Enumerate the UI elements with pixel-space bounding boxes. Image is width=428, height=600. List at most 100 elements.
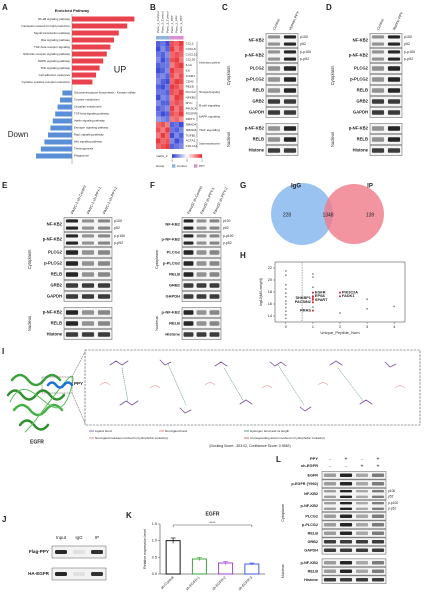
heat-cell (179, 57, 184, 63)
heat-cell (169, 41, 175, 47)
panel-label: L (276, 455, 281, 464)
group-label: B-cell signaling (199, 103, 221, 107)
heat-cell (156, 73, 161, 79)
blot-frame (369, 74, 403, 85)
heat-cell (156, 78, 161, 85)
band (371, 57, 385, 61)
heat-cell (169, 62, 175, 68)
band (196, 234, 207, 238)
gene-label: SMAD3 (186, 128, 197, 132)
band (283, 50, 297, 54)
pathway-name: Estrogen signaling pathway (74, 126, 109, 130)
heat-cell (156, 57, 161, 63)
heat-cell (160, 51, 166, 58)
band (196, 219, 207, 223)
bar (55, 111, 72, 117)
band (371, 110, 385, 115)
panel-label: E (2, 181, 8, 190)
band (209, 241, 220, 245)
band (371, 35, 385, 39)
heat-cell (174, 95, 179, 101)
band (355, 495, 369, 499)
point (284, 292, 287, 295)
legend-label: Non-ligand bond (165, 429, 187, 433)
band (73, 572, 85, 576)
heat-cell (169, 100, 175, 106)
band (91, 572, 103, 576)
heat-cell (179, 138, 184, 144)
pathway-name: Rap1 signaling pathway (74, 133, 104, 137)
protein-label: RELB (357, 88, 368, 93)
band (323, 473, 337, 477)
heat-cell (169, 95, 175, 101)
heat-cell (165, 78, 170, 85)
blot-frame (63, 307, 113, 318)
heat-cell (169, 57, 175, 63)
blot-frame (321, 520, 387, 529)
gene-label: RELB (186, 85, 194, 89)
protein-label: Histone (304, 578, 318, 582)
venn-set (271, 183, 333, 245)
heat-cell (179, 89, 184, 95)
protein-label: RELB (51, 321, 62, 326)
group-label: MAPK signaling (199, 114, 221, 118)
heat-cell (165, 51, 170, 58)
lane-label: Human PPY (288, 10, 300, 31)
lane-label: Input (56, 535, 67, 540)
band (323, 578, 337, 582)
protein-label: PLCG2 (167, 250, 181, 255)
band (267, 35, 281, 39)
heat-cell (160, 105, 166, 112)
x-tick-label: sh-EGFR-1 (185, 576, 201, 592)
blot-frame (265, 123, 299, 134)
band (387, 77, 401, 82)
legend-tick-label: 0 (186, 159, 188, 163)
band (387, 110, 401, 115)
band (339, 523, 353, 527)
band (267, 110, 281, 115)
point-label: EGFR (315, 291, 326, 295)
heat-cell (169, 116, 175, 122)
set-label: IgG (291, 184, 301, 190)
heat-cell (169, 78, 175, 85)
pathway-name: Apelin signaling pathway (74, 119, 105, 123)
column-label: Panc_2_Control (161, 11, 165, 33)
venn-set (324, 184, 384, 244)
blot-frame (265, 107, 299, 118)
band (355, 482, 369, 486)
heat-cell (169, 127, 175, 133)
protein-label: PLCG2 (354, 66, 369, 71)
band (81, 241, 95, 245)
lane-label: IgG (75, 535, 83, 540)
condition-value: - (329, 463, 331, 469)
band (97, 250, 111, 255)
protein-label: p-NF-KB2 (245, 126, 265, 131)
band (371, 126, 385, 131)
highlight-point (311, 309, 314, 312)
legend-label: Control (177, 164, 187, 168)
band (196, 321, 207, 326)
highlight-point (311, 297, 314, 299)
heat-cell (165, 127, 170, 133)
protein-label: GAPDH (47, 294, 62, 299)
highlight-point (311, 291, 314, 294)
heat-cell (179, 105, 184, 112)
blot-frame (369, 134, 403, 145)
condition-value: - (361, 456, 363, 462)
heat-cell (165, 116, 170, 122)
legend-label: Hydrogen bond and its length (250, 429, 290, 433)
band (339, 561, 353, 565)
point (284, 310, 287, 313)
band (355, 561, 369, 565)
protein-label: RELB (253, 88, 264, 93)
venn-count: 1348 (322, 212, 333, 218)
heat-cell (165, 46, 170, 52)
y-axis-title: log10(MS.weight) (259, 278, 263, 306)
y-tick-label: 1.5 (152, 522, 157, 526)
column-label: Panc_1_Control (156, 11, 160, 33)
gene-label: PLCG2 (186, 90, 196, 94)
band (387, 126, 401, 131)
heat-cell (169, 84, 175, 90)
heat-cell (165, 84, 170, 90)
